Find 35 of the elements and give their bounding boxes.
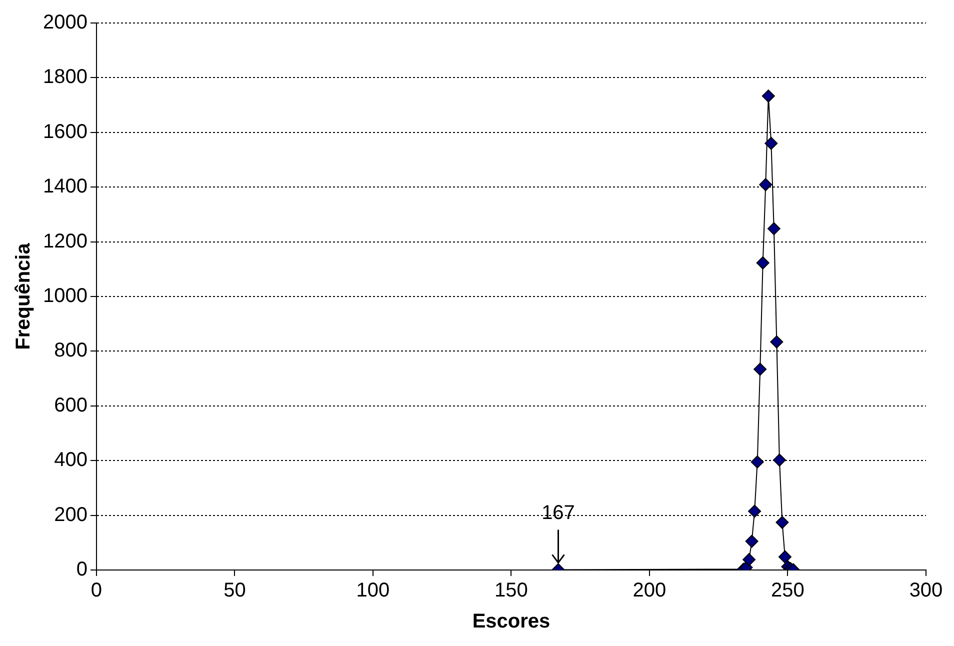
x-tick-label: 200	[632, 580, 666, 602]
x-tick-label: 50	[224, 580, 246, 602]
x-tick-label: 300	[909, 580, 943, 602]
point	[748, 504, 762, 518]
y-tick-label: 2000	[42, 12, 88, 34]
point	[767, 222, 780, 236]
y-tick-label: 1400	[42, 176, 88, 198]
y-tick-label: 1600	[42, 120, 88, 143]
x-tick-label: 0	[90, 580, 102, 602]
x-tick-label: 250	[771, 580, 804, 602]
y-tick-label: 1800	[42, 66, 88, 88]
y-tick-label: 1200	[42, 230, 88, 252]
x-axis-title: Escores	[472, 610, 550, 633]
point	[750, 455, 764, 468]
point	[745, 534, 758, 548]
y-axis-title: Frequência	[12, 242, 35, 350]
point	[770, 335, 784, 348]
y-tick-label: 0	[76, 558, 88, 581]
annotation: 167	[542, 502, 575, 524]
point	[764, 136, 778, 150]
y-tick-label: 1000	[42, 285, 88, 308]
x-tick-label: 100	[356, 580, 390, 602]
y-tick-label: 400	[54, 449, 88, 472]
x-tick-label: 150	[494, 580, 528, 602]
y-tick-label: 600	[54, 394, 88, 416]
point	[776, 516, 789, 529]
y-tick-label: 800	[54, 340, 88, 362]
point	[759, 178, 772, 192]
y-tick-label: 200	[54, 504, 88, 526]
point	[754, 362, 767, 376]
point	[772, 454, 786, 467]
point	[778, 550, 792, 564]
point	[756, 256, 770, 270]
point	[762, 90, 775, 103]
point	[742, 553, 756, 566]
